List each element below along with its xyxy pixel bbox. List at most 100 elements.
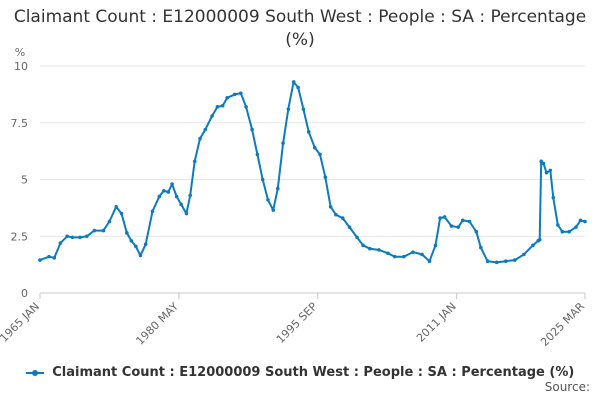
x-tick-label: 2025 MAR bbox=[538, 300, 587, 349]
data-point bbox=[556, 223, 560, 227]
data-point bbox=[92, 228, 97, 233]
y-tick-label: 2.5 bbox=[11, 230, 29, 243]
data-point bbox=[47, 254, 51, 259]
data-point bbox=[286, 107, 291, 111]
x-tick-label: 1995 SEP bbox=[274, 300, 320, 346]
data-point bbox=[323, 175, 328, 180]
data-point bbox=[438, 216, 442, 220]
data-point bbox=[266, 198, 270, 202]
data-point bbox=[411, 250, 415, 254]
data-point bbox=[485, 259, 490, 264]
data-point bbox=[312, 145, 317, 150]
data-point bbox=[157, 194, 162, 199]
source-label: Source: bbox=[544, 380, 590, 394]
y-tick-label: 5 bbox=[21, 174, 28, 187]
data-point bbox=[232, 92, 237, 97]
data-point bbox=[184, 211, 189, 216]
data-point bbox=[522, 252, 526, 257]
data-point bbox=[238, 91, 243, 96]
x-tick-label: 1980 MAY bbox=[133, 300, 181, 348]
data-point bbox=[125, 231, 129, 235]
y-tick-label: 7.5 bbox=[11, 117, 29, 130]
data-point bbox=[494, 260, 499, 265]
data-point bbox=[318, 152, 322, 157]
data-point bbox=[460, 218, 465, 223]
data-point bbox=[192, 159, 197, 164]
data-point bbox=[334, 212, 338, 217]
data-point bbox=[368, 246, 372, 251]
data-point bbox=[188, 193, 193, 198]
y-tick-label: 10 bbox=[14, 60, 28, 73]
data-point bbox=[402, 254, 406, 259]
data-point bbox=[275, 186, 280, 191]
data-point bbox=[503, 259, 508, 264]
x-tick-label: 1965 JAN bbox=[0, 300, 42, 345]
data-point bbox=[134, 244, 138, 249]
data-point bbox=[52, 256, 57, 260]
legend[interactable]: Claimant Count : E12000009 South West : … bbox=[0, 365, 600, 380]
y-tick-label: 0 bbox=[21, 287, 28, 300]
y-axis-unit: % bbox=[15, 46, 25, 59]
chart-title: Claimant Count : E12000009 South West : … bbox=[13, 7, 587, 50]
data-point bbox=[138, 253, 143, 258]
legend-label: Claimant Count : E12000009 South West : … bbox=[52, 365, 575, 380]
data-point bbox=[215, 105, 220, 109]
series-layer bbox=[38, 80, 587, 265]
data-point bbox=[161, 189, 166, 193]
data-point bbox=[65, 234, 69, 239]
series-line bbox=[39, 80, 586, 264]
data-point bbox=[143, 242, 148, 246]
data-point bbox=[456, 225, 460, 229]
data-point bbox=[119, 211, 124, 216]
data-point bbox=[129, 238, 134, 243]
data-point bbox=[537, 237, 542, 242]
data-point bbox=[198, 136, 202, 141]
data-point bbox=[301, 107, 306, 111]
data-point bbox=[548, 168, 553, 173]
data-point bbox=[220, 103, 225, 108]
data-point bbox=[551, 195, 556, 200]
data-point bbox=[328, 204, 333, 209]
data-point bbox=[306, 130, 311, 134]
data-point bbox=[567, 229, 571, 234]
data-point bbox=[244, 105, 248, 109]
data-point bbox=[583, 219, 587, 224]
data-point bbox=[150, 209, 155, 214]
data-point bbox=[420, 252, 424, 257]
data-point bbox=[166, 190, 171, 194]
data-point bbox=[203, 127, 208, 132]
data-point bbox=[340, 216, 345, 220]
data-point bbox=[101, 228, 106, 233]
data-point bbox=[107, 219, 112, 224]
data-point bbox=[386, 251, 390, 256]
data-point bbox=[574, 225, 578, 229]
data-point bbox=[531, 243, 535, 248]
data-point bbox=[361, 243, 365, 248]
data-point bbox=[544, 170, 549, 175]
data-point bbox=[85, 234, 89, 239]
data-point bbox=[281, 141, 285, 145]
data-point bbox=[70, 235, 75, 240]
data-point bbox=[255, 152, 260, 157]
data-point bbox=[539, 159, 544, 164]
data-point bbox=[560, 229, 565, 234]
data-point bbox=[38, 258, 42, 262]
data-point bbox=[449, 224, 454, 228]
data-point bbox=[541, 161, 546, 166]
axis-layer: 0 2.5 5 7.5 10% 1965 JAN 1980 MAY 1995 SEP 2011 … bbox=[0, 46, 587, 349]
data-point bbox=[179, 202, 183, 207]
data-point bbox=[433, 243, 438, 248]
data-point bbox=[578, 218, 583, 223]
data-point bbox=[174, 194, 179, 199]
grid-layer bbox=[40, 65, 585, 294]
data-point bbox=[210, 114, 214, 118]
x-tick-label: 2011 JAN bbox=[414, 300, 459, 345]
data-point bbox=[474, 229, 479, 234]
data-point bbox=[377, 248, 381, 252]
data-point bbox=[170, 182, 174, 186]
data-point bbox=[225, 95, 230, 100]
data-point bbox=[114, 204, 119, 209]
data-point bbox=[291, 80, 296, 84]
data-point bbox=[427, 259, 432, 264]
